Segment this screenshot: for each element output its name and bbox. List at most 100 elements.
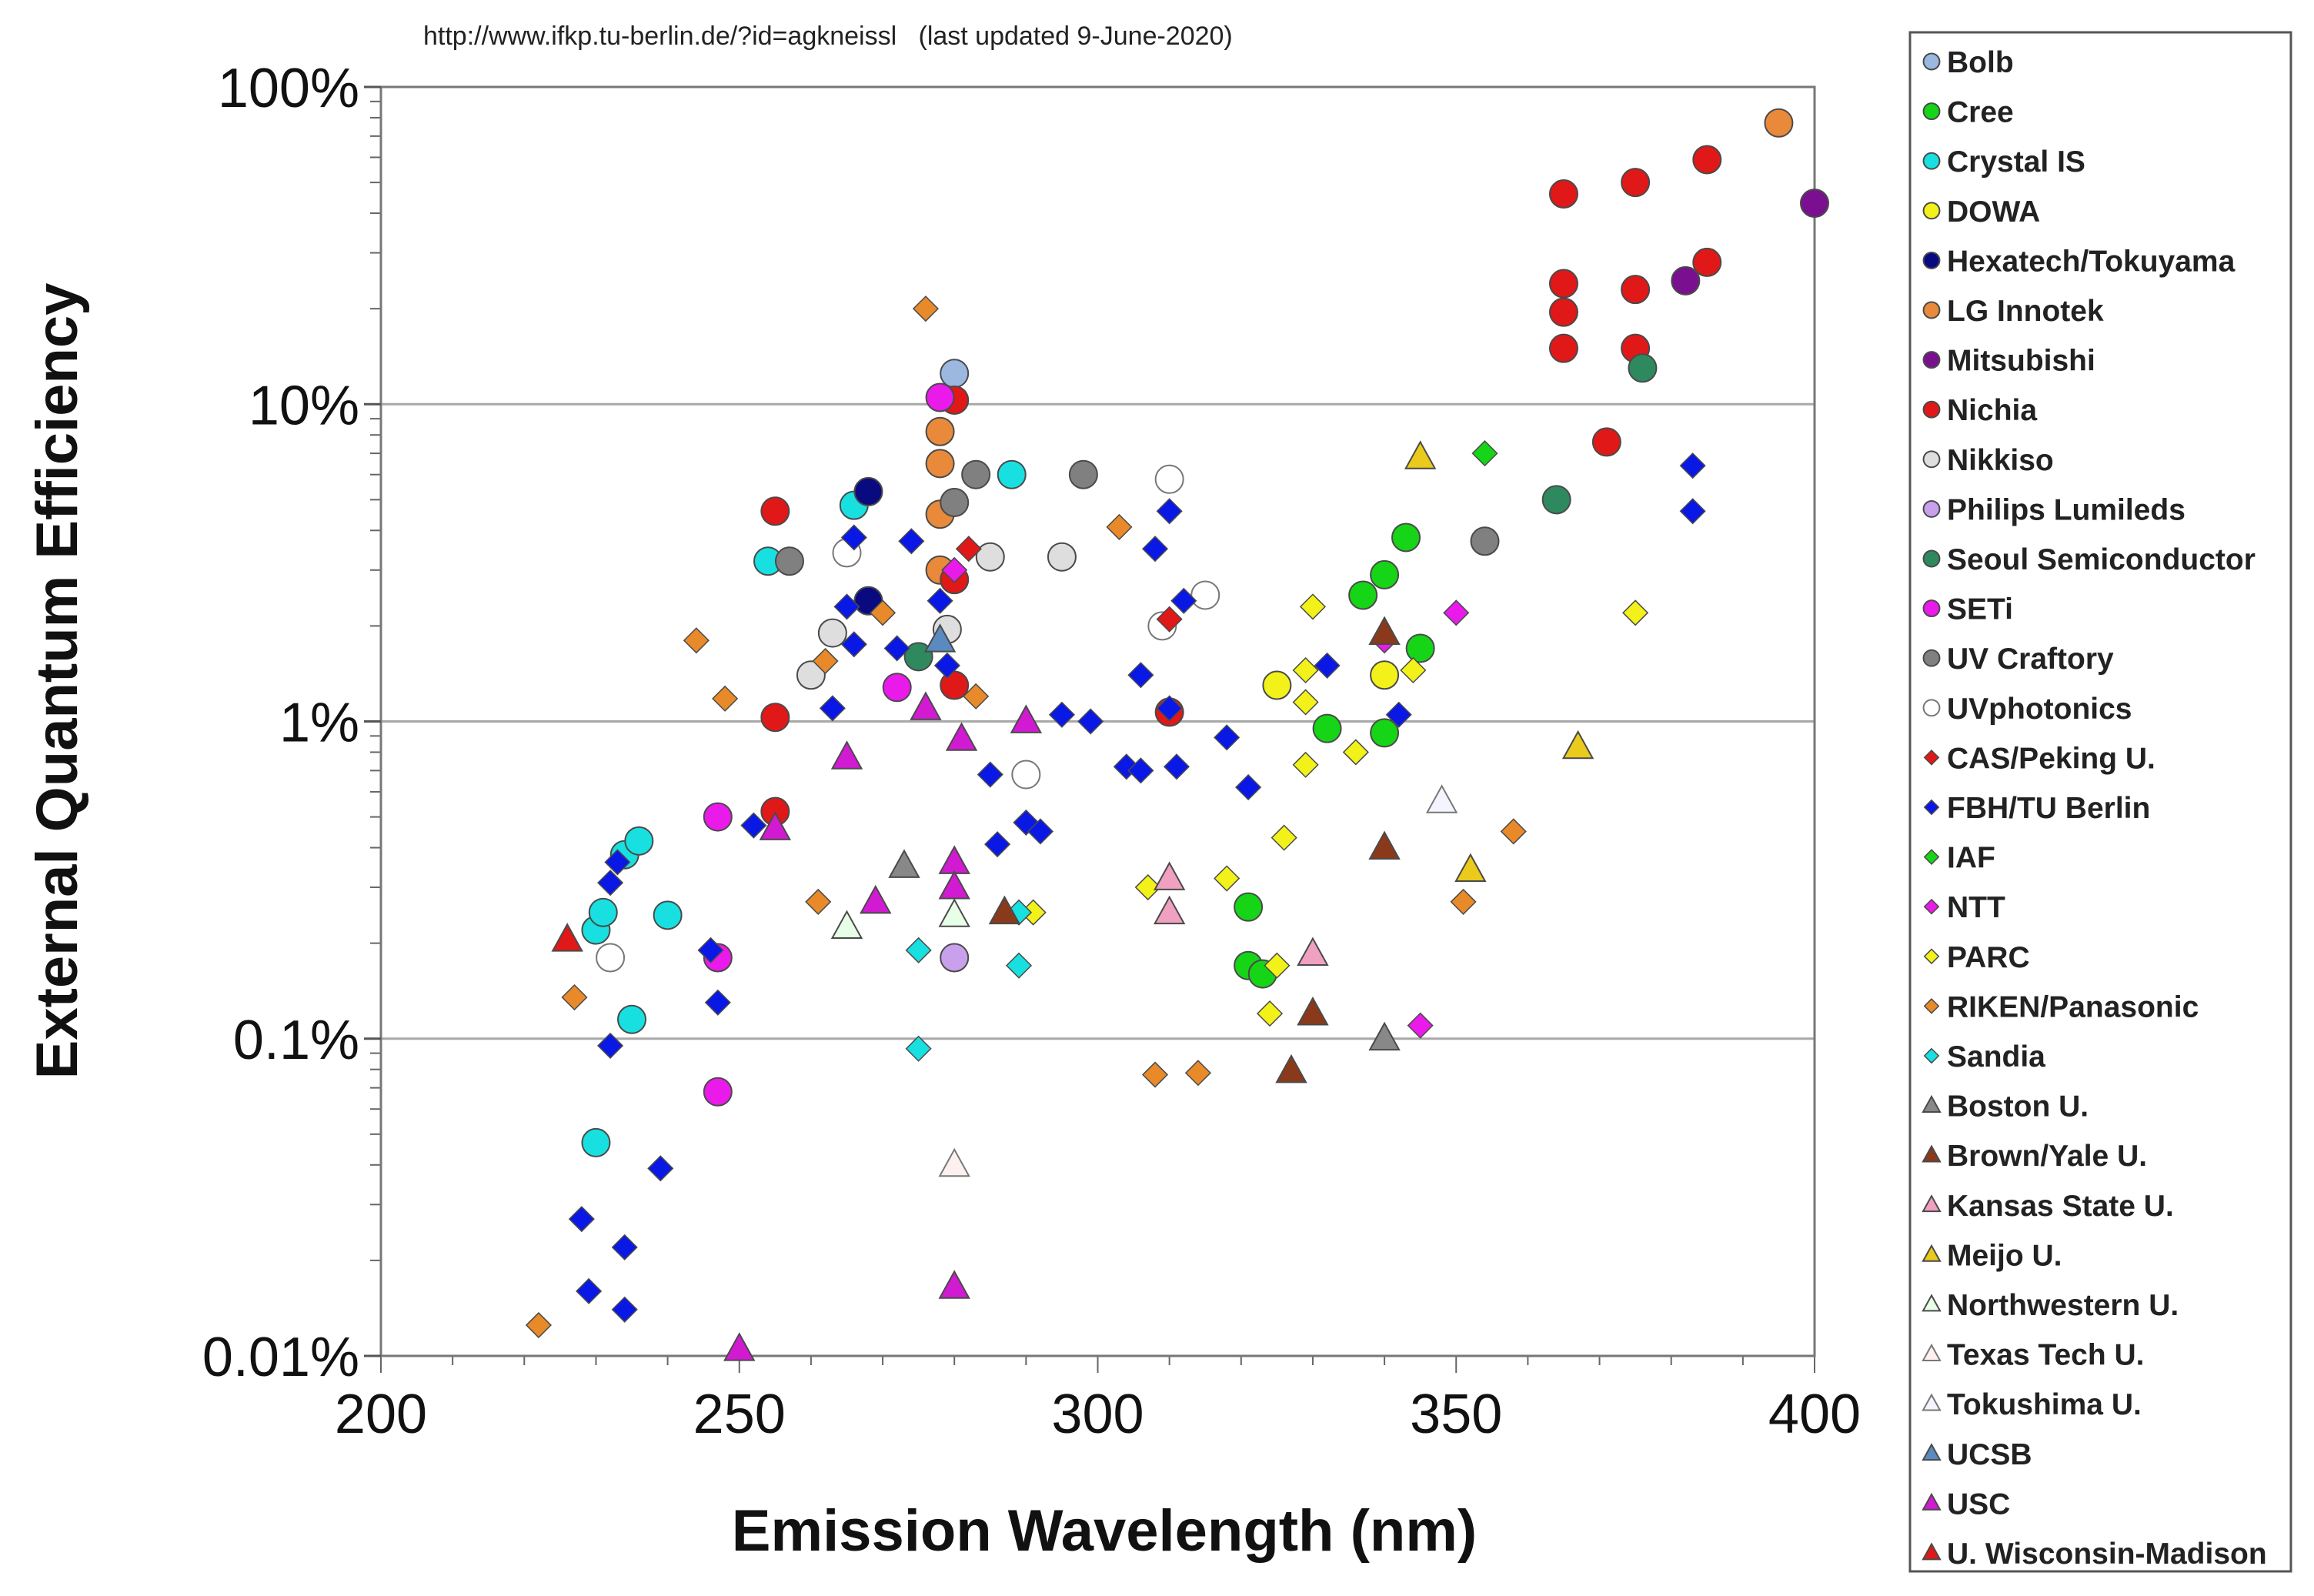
legend-label: U. Wisconsin-Madison bbox=[1947, 1538, 2267, 1571]
series-brown-yale-u bbox=[988, 616, 1401, 1083]
legend-label: Texas Tech U. bbox=[1947, 1339, 2145, 1372]
legend-label: USC bbox=[1947, 1487, 2010, 1521]
legend-entry-seti: SETi bbox=[1922, 593, 2013, 626]
data-point-fbh-tu-berlin bbox=[611, 1234, 638, 1260]
data-point-crystal-is bbox=[653, 900, 683, 930]
legend-label: Tokushima U. bbox=[1947, 1388, 2142, 1421]
data-point-parc bbox=[1400, 656, 1427, 684]
y-tick-label: 1% bbox=[279, 693, 359, 754]
data-point-fbh-tu-berlin bbox=[819, 695, 846, 722]
data-point-philips-lumileds bbox=[940, 943, 970, 973]
data-point-usc bbox=[759, 811, 792, 840]
data-point-riken-panasonic bbox=[1141, 1061, 1169, 1088]
data-point-usc bbox=[1010, 704, 1043, 733]
series-crystal-is bbox=[581, 459, 1027, 1157]
legend: Bolb Cree Crystal IS DOWA Hexatech/Tokuyama L… bbox=[1908, 31, 2292, 1573]
data-point-parc bbox=[1256, 1000, 1284, 1027]
series-seoul-semiconductor bbox=[903, 353, 1658, 672]
data-point-uvphotonics bbox=[1154, 464, 1184, 494]
series-dowa bbox=[1262, 660, 1400, 700]
data-point-fbh-tu-berlin bbox=[568, 1206, 595, 1233]
data-point-riken-panasonic bbox=[1106, 513, 1133, 540]
data-point-fbh-tu-berlin bbox=[1214, 724, 1240, 751]
data-point-uvphotonics bbox=[1011, 760, 1041, 790]
legend-box bbox=[1908, 31, 2292, 1573]
series-meijo-u bbox=[1404, 440, 1594, 883]
data-point-fbh-tu-berlin bbox=[1048, 701, 1075, 728]
data-point-fbh-tu-berlin bbox=[1170, 587, 1197, 614]
data-point-fbh-tu-berlin bbox=[1235, 774, 1262, 801]
y-tick-label: 10% bbox=[249, 375, 359, 436]
legend-marker bbox=[1922, 351, 1941, 369]
legend-marker bbox=[1922, 52, 1941, 71]
data-point-brown-yale-u bbox=[1368, 830, 1401, 860]
data-point-usc bbox=[938, 1270, 970, 1299]
x-tick-label: 200 bbox=[335, 1384, 427, 1445]
data-point-mitsubishi bbox=[1671, 265, 1701, 295]
x-tick-label: 300 bbox=[1051, 1384, 1144, 1445]
series-riken-panasonic bbox=[525, 295, 1527, 1339]
y-tick-label: 100% bbox=[218, 58, 359, 119]
data-point-parc bbox=[1264, 952, 1291, 979]
series-uvphotonics bbox=[596, 464, 1220, 973]
series-ucsb bbox=[923, 623, 957, 653]
legend-label: Meijo U. bbox=[1947, 1239, 2062, 1272]
series-parc bbox=[1020, 593, 1649, 1027]
legend-marker bbox=[1922, 599, 1941, 618]
legend-marker bbox=[1923, 799, 1940, 816]
data-point-fbh-tu-berlin bbox=[883, 635, 910, 662]
legend-entry-u-wisconsin-madison: U. Wisconsin-Madison bbox=[1922, 1538, 2267, 1571]
data-point-cas-peking-u bbox=[955, 536, 982, 563]
legend-label: Crystal IS bbox=[1947, 145, 2085, 179]
series-bolb bbox=[940, 359, 970, 389]
data-point-crystal-is bbox=[581, 1127, 611, 1157]
data-point-usc bbox=[938, 845, 970, 874]
x-tick-label: 350 bbox=[1410, 1384, 1502, 1445]
data-point-seoul-semiconductor bbox=[1541, 485, 1571, 515]
data-point-brown-yale-u bbox=[1275, 1053, 1307, 1083]
data-point-fbh-tu-berlin bbox=[1679, 452, 1706, 479]
data-point-crystal-is bbox=[588, 897, 618, 927]
data-points bbox=[525, 108, 1829, 1361]
data-point-parc bbox=[1214, 865, 1240, 892]
legend-label: RIKEN/Panasonic bbox=[1947, 990, 2199, 1023]
data-point-dowa bbox=[1370, 660, 1400, 690]
data-point-usc bbox=[860, 884, 892, 914]
series-seti bbox=[703, 382, 955, 1107]
data-point-fbh-tu-berlin bbox=[1027, 818, 1054, 845]
data-point-fbh-tu-berlin bbox=[1156, 695, 1183, 722]
data-point-mitsubishi bbox=[1800, 189, 1829, 219]
data-point-fbh-tu-berlin bbox=[933, 652, 960, 679]
legend-marker bbox=[1922, 1094, 1942, 1113]
legend-marker bbox=[1922, 499, 1941, 518]
data-point-fbh-tu-berlin bbox=[898, 528, 925, 555]
legend-label: Cree bbox=[1947, 96, 2014, 129]
data-point-fbh-tu-berlin bbox=[1127, 757, 1154, 784]
data-point-texas-tech-u bbox=[938, 1147, 970, 1177]
series-boston-u bbox=[888, 849, 1401, 1051]
legend-marker bbox=[1922, 1244, 1942, 1262]
data-point-riken-panasonic bbox=[525, 1311, 552, 1339]
data-point-riken-panasonic bbox=[712, 685, 739, 712]
legend-marker bbox=[1922, 301, 1941, 319]
data-point-riken-panasonic bbox=[812, 647, 839, 675]
data-point-uv-craftory bbox=[774, 546, 804, 576]
data-point-cree bbox=[1370, 559, 1400, 589]
data-point-nichia bbox=[1548, 179, 1578, 209]
data-point-fbh-tu-berlin bbox=[697, 937, 724, 963]
legend-label: Mitsubishi bbox=[1947, 345, 2095, 378]
legend-label: Nikkiso bbox=[1947, 444, 2054, 477]
legend-marker bbox=[1923, 849, 1940, 865]
minor-ticks bbox=[370, 100, 1815, 1373]
legend-entry-texas-tech-u: Texas Tech U. bbox=[1922, 1339, 2145, 1372]
data-point-nikkiso bbox=[817, 618, 847, 648]
data-point-lg-innotek bbox=[925, 416, 955, 446]
legend-entry-parc: PARC bbox=[1923, 941, 2030, 974]
legend-label: PARC bbox=[1947, 941, 2030, 974]
series-uv-craftory bbox=[774, 459, 1500, 576]
legend-entry-ucsb: UCSB bbox=[1922, 1438, 2032, 1471]
data-point-northwestern-u bbox=[830, 910, 863, 939]
legend-marker bbox=[1922, 450, 1941, 469]
legend-marker bbox=[1922, 152, 1941, 170]
